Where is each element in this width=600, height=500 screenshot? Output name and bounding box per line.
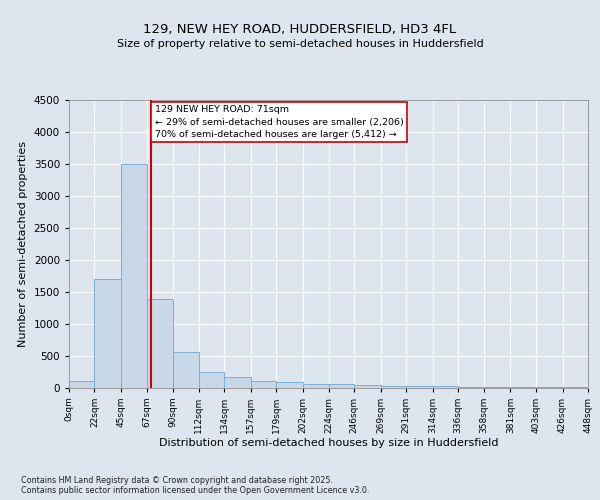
- Bar: [458, 386, 484, 388]
- Bar: [94, 279, 121, 388]
- Text: Size of property relative to semi-detached houses in Huddersfield: Size of property relative to semi-detach…: [116, 39, 484, 49]
- Bar: [224, 376, 251, 388]
- Bar: [173, 352, 199, 388]
- Bar: [303, 384, 329, 388]
- Bar: [406, 386, 433, 388]
- Bar: [251, 381, 277, 388]
- Text: Contains HM Land Registry data © Crown copyright and database right 2025.
Contai: Contains HM Land Registry data © Crown c…: [21, 476, 370, 495]
- Bar: [484, 387, 511, 388]
- Y-axis label: Number of semi-detached properties: Number of semi-detached properties: [18, 141, 28, 347]
- Bar: [380, 386, 406, 388]
- Bar: [433, 386, 458, 388]
- Bar: [69, 381, 94, 388]
- Text: 129, NEW HEY ROAD, HUDDERSFIELD, HD3 4FL: 129, NEW HEY ROAD, HUDDERSFIELD, HD3 4FL: [143, 22, 457, 36]
- Bar: [354, 385, 380, 388]
- Bar: [277, 382, 303, 388]
- X-axis label: Distribution of semi-detached houses by size in Huddersfield: Distribution of semi-detached houses by …: [159, 438, 498, 448]
- Bar: [121, 164, 146, 388]
- Bar: [146, 300, 173, 388]
- Bar: [199, 372, 224, 388]
- Text: 129 NEW HEY ROAD: 71sqm
← 29% of semi-detached houses are smaller (2,206)
70% of: 129 NEW HEY ROAD: 71sqm ← 29% of semi-de…: [155, 105, 403, 139]
- Bar: [329, 384, 354, 388]
